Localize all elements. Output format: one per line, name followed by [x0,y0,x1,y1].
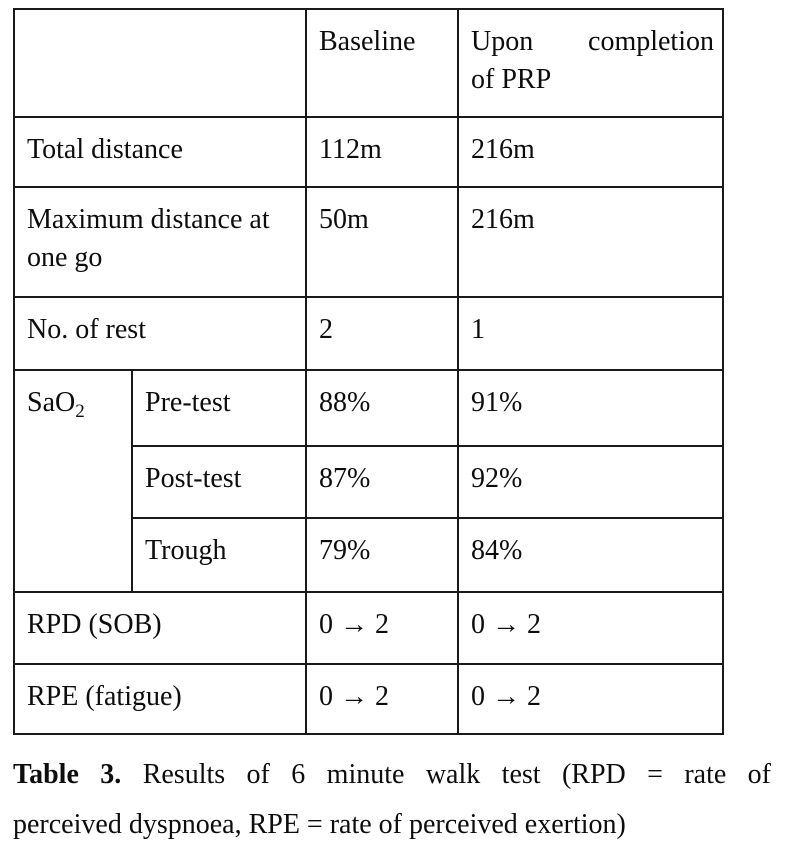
caption-line1-text: Results of 6 minute walk test (RPD = rat… [142,759,772,790]
table-row-rpe: RPE (fatigue) 0 → 2 0 → 2 [13,663,724,735]
table-row-sao2-trough: Trough 79% 84% [14,517,724,593]
row-label: RPE (fatigue) [13,663,307,735]
caption-table-number: Table 3. [13,759,122,790]
baseline-value: 79% [305,517,459,593]
baseline-value: 0 → 2 [305,663,459,735]
row-label: Maximum distance at one go [13,186,307,298]
sao2-sub-label: Pre-test [131,369,307,447]
row-label: Total distance [13,116,307,188]
row-label: RPD (SOB) [13,591,307,665]
table-row-sao2-pre-test: SaO2 Pre-test 88% 91% [13,369,724,593]
walk-test-results-table: Baseline Upon completion of PRP Total di… [13,8,724,735]
table-row-sao2-post-test: Post-test 87% 92% [14,445,724,519]
completion-value: 92% [457,445,724,519]
completion-value: 216m [457,186,724,298]
baseline-value: 2 [305,296,459,371]
sao2-label-text: SaO [27,387,76,418]
table-row-max-distance: Maximum distance at one go 50m 216m [13,186,724,298]
sao2-sub-label: Post-test [131,445,307,519]
table-header-row: Baseline Upon completion of PRP [13,8,724,118]
sao2-group-label: SaO2 [13,369,133,593]
sao2-sub-label: Trough [131,517,307,593]
completion-value: 0 → 2 [457,591,724,665]
completion-value: 91% [457,369,724,447]
baseline-value: 112m [305,116,459,188]
row-label: No. of rest [13,296,307,371]
header-completion-line2: of PRP [471,63,552,95]
header-baseline-cell: Baseline [305,8,459,118]
baseline-value: 87% [305,445,459,519]
table-row-rpd: RPD (SOB) 0 → 2 0 → 2 [13,591,724,665]
header-empty-cell [13,8,307,118]
caption-line1: Table 3. Results of 6 minute walk test (… [13,750,771,800]
table-row-total-distance: Total distance 112m 216m [13,116,724,188]
table-caption: Table 3. Results of 6 minute walk test (… [13,750,771,846]
header-baseline-label: Baseline [319,26,416,57]
caption-line2: perceived dyspnoea, RPE = rate of percei… [13,809,626,840]
baseline-value: 50m [305,186,459,298]
table-row-no-of-rest: No. of rest 2 1 [13,296,724,371]
header-completion-cell: Upon completion of PRP [457,8,724,118]
completion-value: 0 → 2 [457,663,724,735]
completion-value: 84% [457,517,724,593]
header-completion-line1: Upon completion [471,26,714,57]
completion-value: 1 [457,296,724,371]
baseline-value: 88% [305,369,459,447]
baseline-value: 0 → 2 [305,591,459,665]
sao2-label-subscript: 2 [75,401,85,422]
completion-value: 216m [457,116,724,188]
